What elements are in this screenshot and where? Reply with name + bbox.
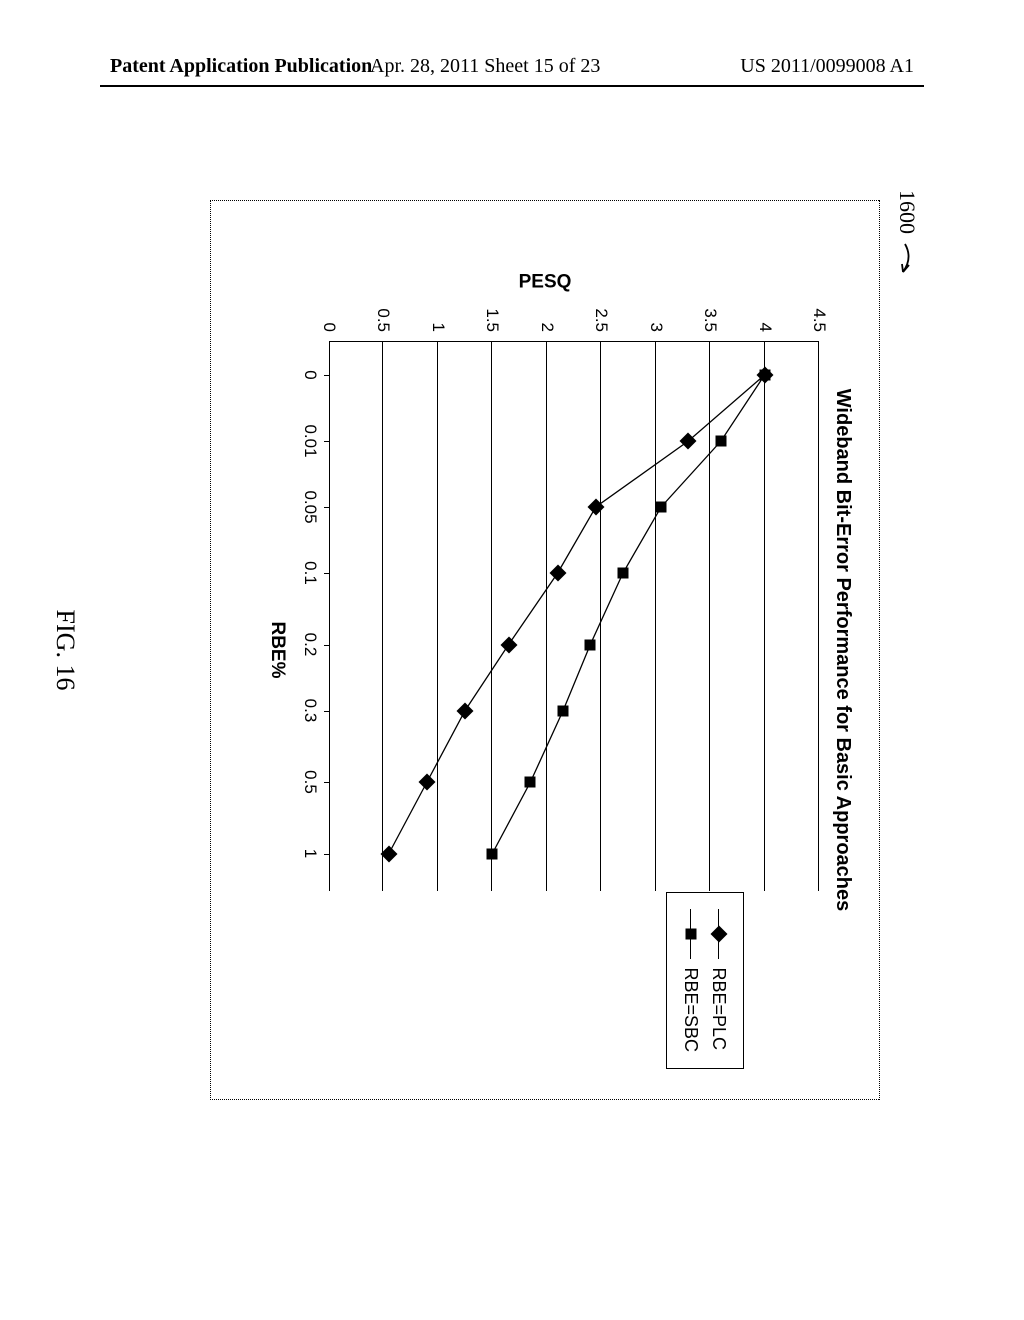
gridline: [764, 342, 765, 891]
xtick-label: 1: [300, 849, 330, 858]
xtick-label: 0.2: [300, 633, 330, 657]
data-point: [618, 568, 629, 579]
gridline: [437, 342, 438, 891]
xtick-label: 0.3: [300, 699, 330, 723]
data-point: [487, 848, 498, 859]
chart-frame: Wideband Bit-Error Performance for Basic…: [210, 200, 880, 1100]
chart-title: Wideband Bit-Error Performance for Basic…: [831, 201, 854, 1099]
series-lines: [329, 342, 819, 892]
gridline: [655, 342, 656, 891]
x-axis-label: RBE%: [266, 621, 288, 678]
ytick-label: 0: [319, 302, 339, 342]
legend-marker-diamond: [709, 909, 729, 959]
reference-numeral: 1600: [894, 190, 920, 280]
ytick-label: 2: [537, 302, 557, 342]
ytick-label: 2.5: [591, 302, 611, 342]
gridline: [491, 342, 492, 891]
page-header: Patent Application Publication Apr. 28, …: [0, 55, 1024, 78]
refnum-arrow-icon: [895, 240, 915, 280]
ytick-label: 0.5: [373, 302, 393, 342]
ytick-label: 1: [428, 302, 448, 342]
gridline: [818, 342, 819, 891]
refnum-text: 1600: [895, 190, 920, 234]
data-point: [656, 502, 667, 513]
data-point: [558, 705, 569, 716]
figure-container: 1600 Wideband Bit-Error Performance for …: [120, 200, 880, 1100]
legend-label: RBE=SBC: [681, 967, 702, 1052]
data-point: [525, 777, 536, 788]
legend-marker-square: [681, 909, 701, 959]
ytick-label: 1.5: [482, 302, 502, 342]
data-point: [716, 436, 727, 447]
header-mid: Apr. 28, 2011 Sheet 15 of 23: [370, 55, 600, 78]
data-point: [585, 639, 596, 650]
xtick-label: 0.05: [300, 490, 330, 523]
gridline: [600, 342, 601, 891]
xtick-label: 0: [300, 370, 330, 379]
legend: RBE=PLC RBE=SBC: [666, 892, 744, 1069]
gridline: [546, 342, 547, 891]
figure-label: FIG. 16: [50, 200, 80, 1100]
header-rule: [100, 85, 924, 87]
gridline: [382, 342, 383, 891]
legend-label: RBE=PLC: [709, 967, 730, 1050]
legend-row-plc: RBE=PLC: [705, 909, 733, 1052]
legend-row-sbc: RBE=SBC: [677, 909, 705, 1052]
header-left: Patent Application Publication: [110, 55, 372, 78]
plot-area: 00.511.522.533.544.500.010.050.10.20.30.…: [329, 341, 819, 891]
gridline: [709, 342, 710, 891]
ytick-label: 4.5: [809, 302, 829, 342]
header-right: US 2011/0099008 A1: [740, 55, 914, 78]
xtick-label: 0.1: [300, 561, 330, 585]
y-axis-label: PESQ: [519, 271, 572, 293]
figure-rotated: 1600 Wideband Bit-Error Performance for …: [120, 200, 880, 1100]
xtick-label: 0.01: [300, 424, 330, 457]
xtick-label: 0.5: [300, 770, 330, 794]
ytick-label: 3: [646, 302, 666, 342]
ytick-label: 3.5: [700, 302, 720, 342]
ytick-label: 4: [755, 302, 775, 342]
data-point: [759, 370, 770, 381]
